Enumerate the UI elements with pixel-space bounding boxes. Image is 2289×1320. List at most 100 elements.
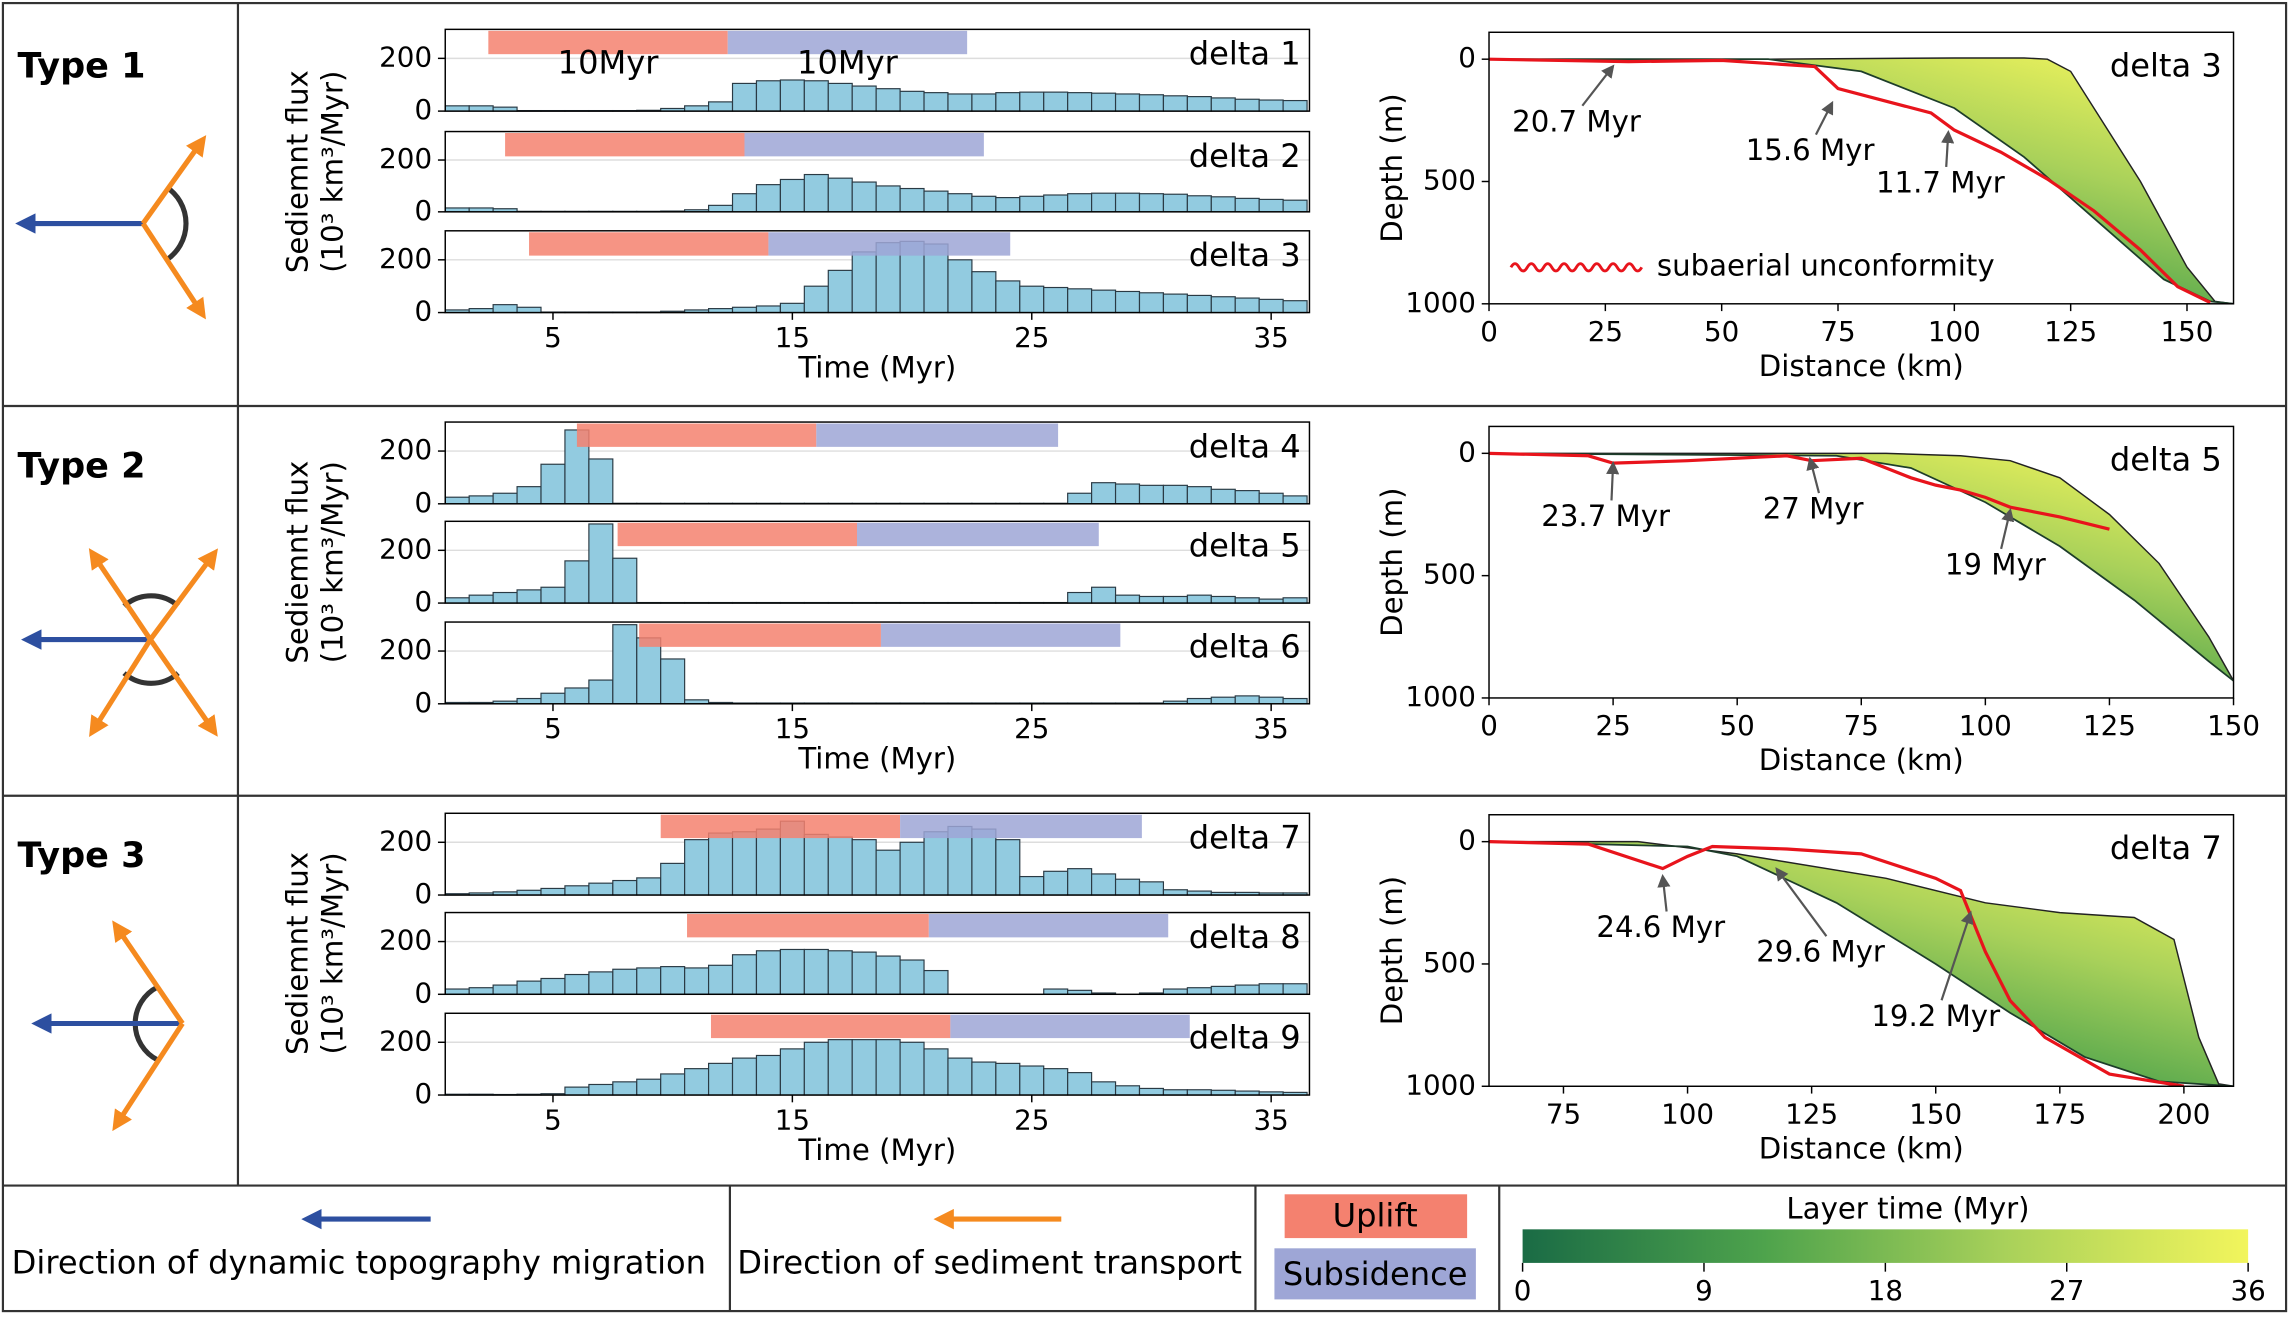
bar	[1091, 873, 1117, 896]
bar	[1210, 696, 1236, 705]
bar	[1186, 697, 1212, 705]
x-tick-label: 75	[1844, 709, 1879, 742]
bar	[1186, 96, 1212, 112]
bar	[827, 1039, 853, 1096]
bar	[1162, 95, 1188, 112]
legend-swatch	[1274, 1248, 1476, 1300]
x-tick-label: 100	[1928, 315, 1981, 348]
bar	[731, 306, 758, 314]
type-icon	[31, 920, 185, 1132]
bar	[492, 984, 518, 995]
annotation-arrow	[1814, 100, 1834, 136]
uplift-band	[529, 232, 769, 256]
bar	[875, 955, 901, 995]
bar	[1234, 98, 1260, 112]
legend-text: subaerial unconformity	[1657, 248, 1995, 282]
plot-frame	[1488, 31, 2235, 305]
unconformity-line	[1489, 451, 2110, 531]
y-axis-label: Sediemnt flux	[280, 70, 314, 273]
bar	[588, 458, 614, 505]
annotation-arrow	[1657, 874, 1671, 912]
colorbar-tick-label: 0	[1514, 1274, 1532, 1307]
bar	[1043, 988, 1069, 995]
bar	[827, 177, 853, 213]
colorbar-title: Layer time (Myr)	[1786, 1191, 2029, 1225]
plot-frame	[444, 911, 1311, 996]
uplift-band	[505, 133, 745, 157]
y-axis-label: Sediemnt flux	[280, 461, 314, 664]
y-axis-label: Sediemnt flux	[280, 852, 314, 1055]
panel-label: delta 3	[1189, 236, 1301, 274]
unconformity-line	[1489, 840, 2185, 1087]
bar	[540, 692, 566, 705]
bar	[779, 948, 805, 995]
x-tick-label: 150	[2207, 709, 2260, 742]
annotation-arrow	[1775, 867, 1828, 937]
bar	[1258, 492, 1284, 505]
type-label: Type 2	[18, 445, 146, 486]
bar	[971, 195, 997, 213]
bar	[612, 1081, 638, 1096]
bar	[636, 1078, 662, 1096]
bar	[1282, 199, 1308, 213]
x-tick-label: 150	[2161, 315, 2214, 348]
bar	[827, 82, 853, 112]
bar	[1067, 1072, 1093, 1096]
bar	[1138, 1087, 1165, 1096]
uplift-band	[687, 914, 929, 938]
uplift-band	[488, 30, 728, 55]
x-tick-label: 125	[1785, 1097, 1838, 1130]
x-tick-label: 15	[775, 321, 810, 354]
annotation: 15.6 Myr	[1746, 133, 1875, 167]
subsidence-band	[727, 30, 968, 55]
bar	[684, 967, 710, 995]
bar	[492, 304, 518, 314]
bar	[684, 1068, 710, 1096]
bar	[1186, 294, 1212, 314]
bar	[1138, 94, 1165, 112]
bar	[923, 969, 949, 995]
bar	[636, 967, 662, 995]
plot-frame	[444, 230, 1311, 314]
x-tick-label: 50	[1720, 709, 1755, 742]
y-tick-label: 1000	[1405, 1068, 1476, 1101]
bar	[1138, 881, 1165, 896]
panel-label: delta 7	[1189, 819, 1301, 857]
plot-frame	[444, 812, 1311, 896]
bar	[444, 597, 470, 604]
annotation-arrow	[1581, 64, 1615, 107]
bar	[1162, 595, 1188, 604]
subsidence-band	[768, 232, 1011, 256]
bar	[1258, 198, 1284, 213]
plot-frame	[444, 421, 1311, 505]
plot-frame	[1488, 814, 2235, 1087]
panel-label: delta 2	[1189, 137, 1301, 175]
bar	[1043, 1068, 1069, 1096]
x-tick-label: 0	[1480, 709, 1498, 742]
x-tick-label: 100	[1959, 709, 2012, 742]
panel-label: delta 7	[2110, 829, 2222, 867]
plot-frame	[444, 1012, 1311, 1096]
annotation: 27 Myr	[1763, 492, 1864, 526]
plot-frame	[444, 621, 1311, 705]
plot-frame	[444, 28, 1311, 112]
plot-frame	[444, 520, 1311, 604]
bar	[1234, 695, 1260, 705]
panel-label: delta 5	[1189, 527, 1301, 565]
bar	[707, 204, 734, 213]
legend-text: Direction of dynamic topography migratio…	[12, 1243, 706, 1281]
bar	[707, 964, 734, 995]
bar	[1091, 482, 1117, 505]
subsidence-band	[950, 1014, 1190, 1039]
bar	[1162, 988, 1188, 995]
bar	[803, 1041, 829, 1096]
bar	[1067, 92, 1093, 112]
bar	[1162, 889, 1188, 896]
bar	[947, 1057, 973, 1096]
bar	[1019, 195, 1045, 213]
bar	[1234, 490, 1260, 505]
bar	[1091, 1081, 1117, 1096]
bar	[995, 839, 1021, 896]
colorbar-tick-label: 27	[2049, 1274, 2084, 1307]
